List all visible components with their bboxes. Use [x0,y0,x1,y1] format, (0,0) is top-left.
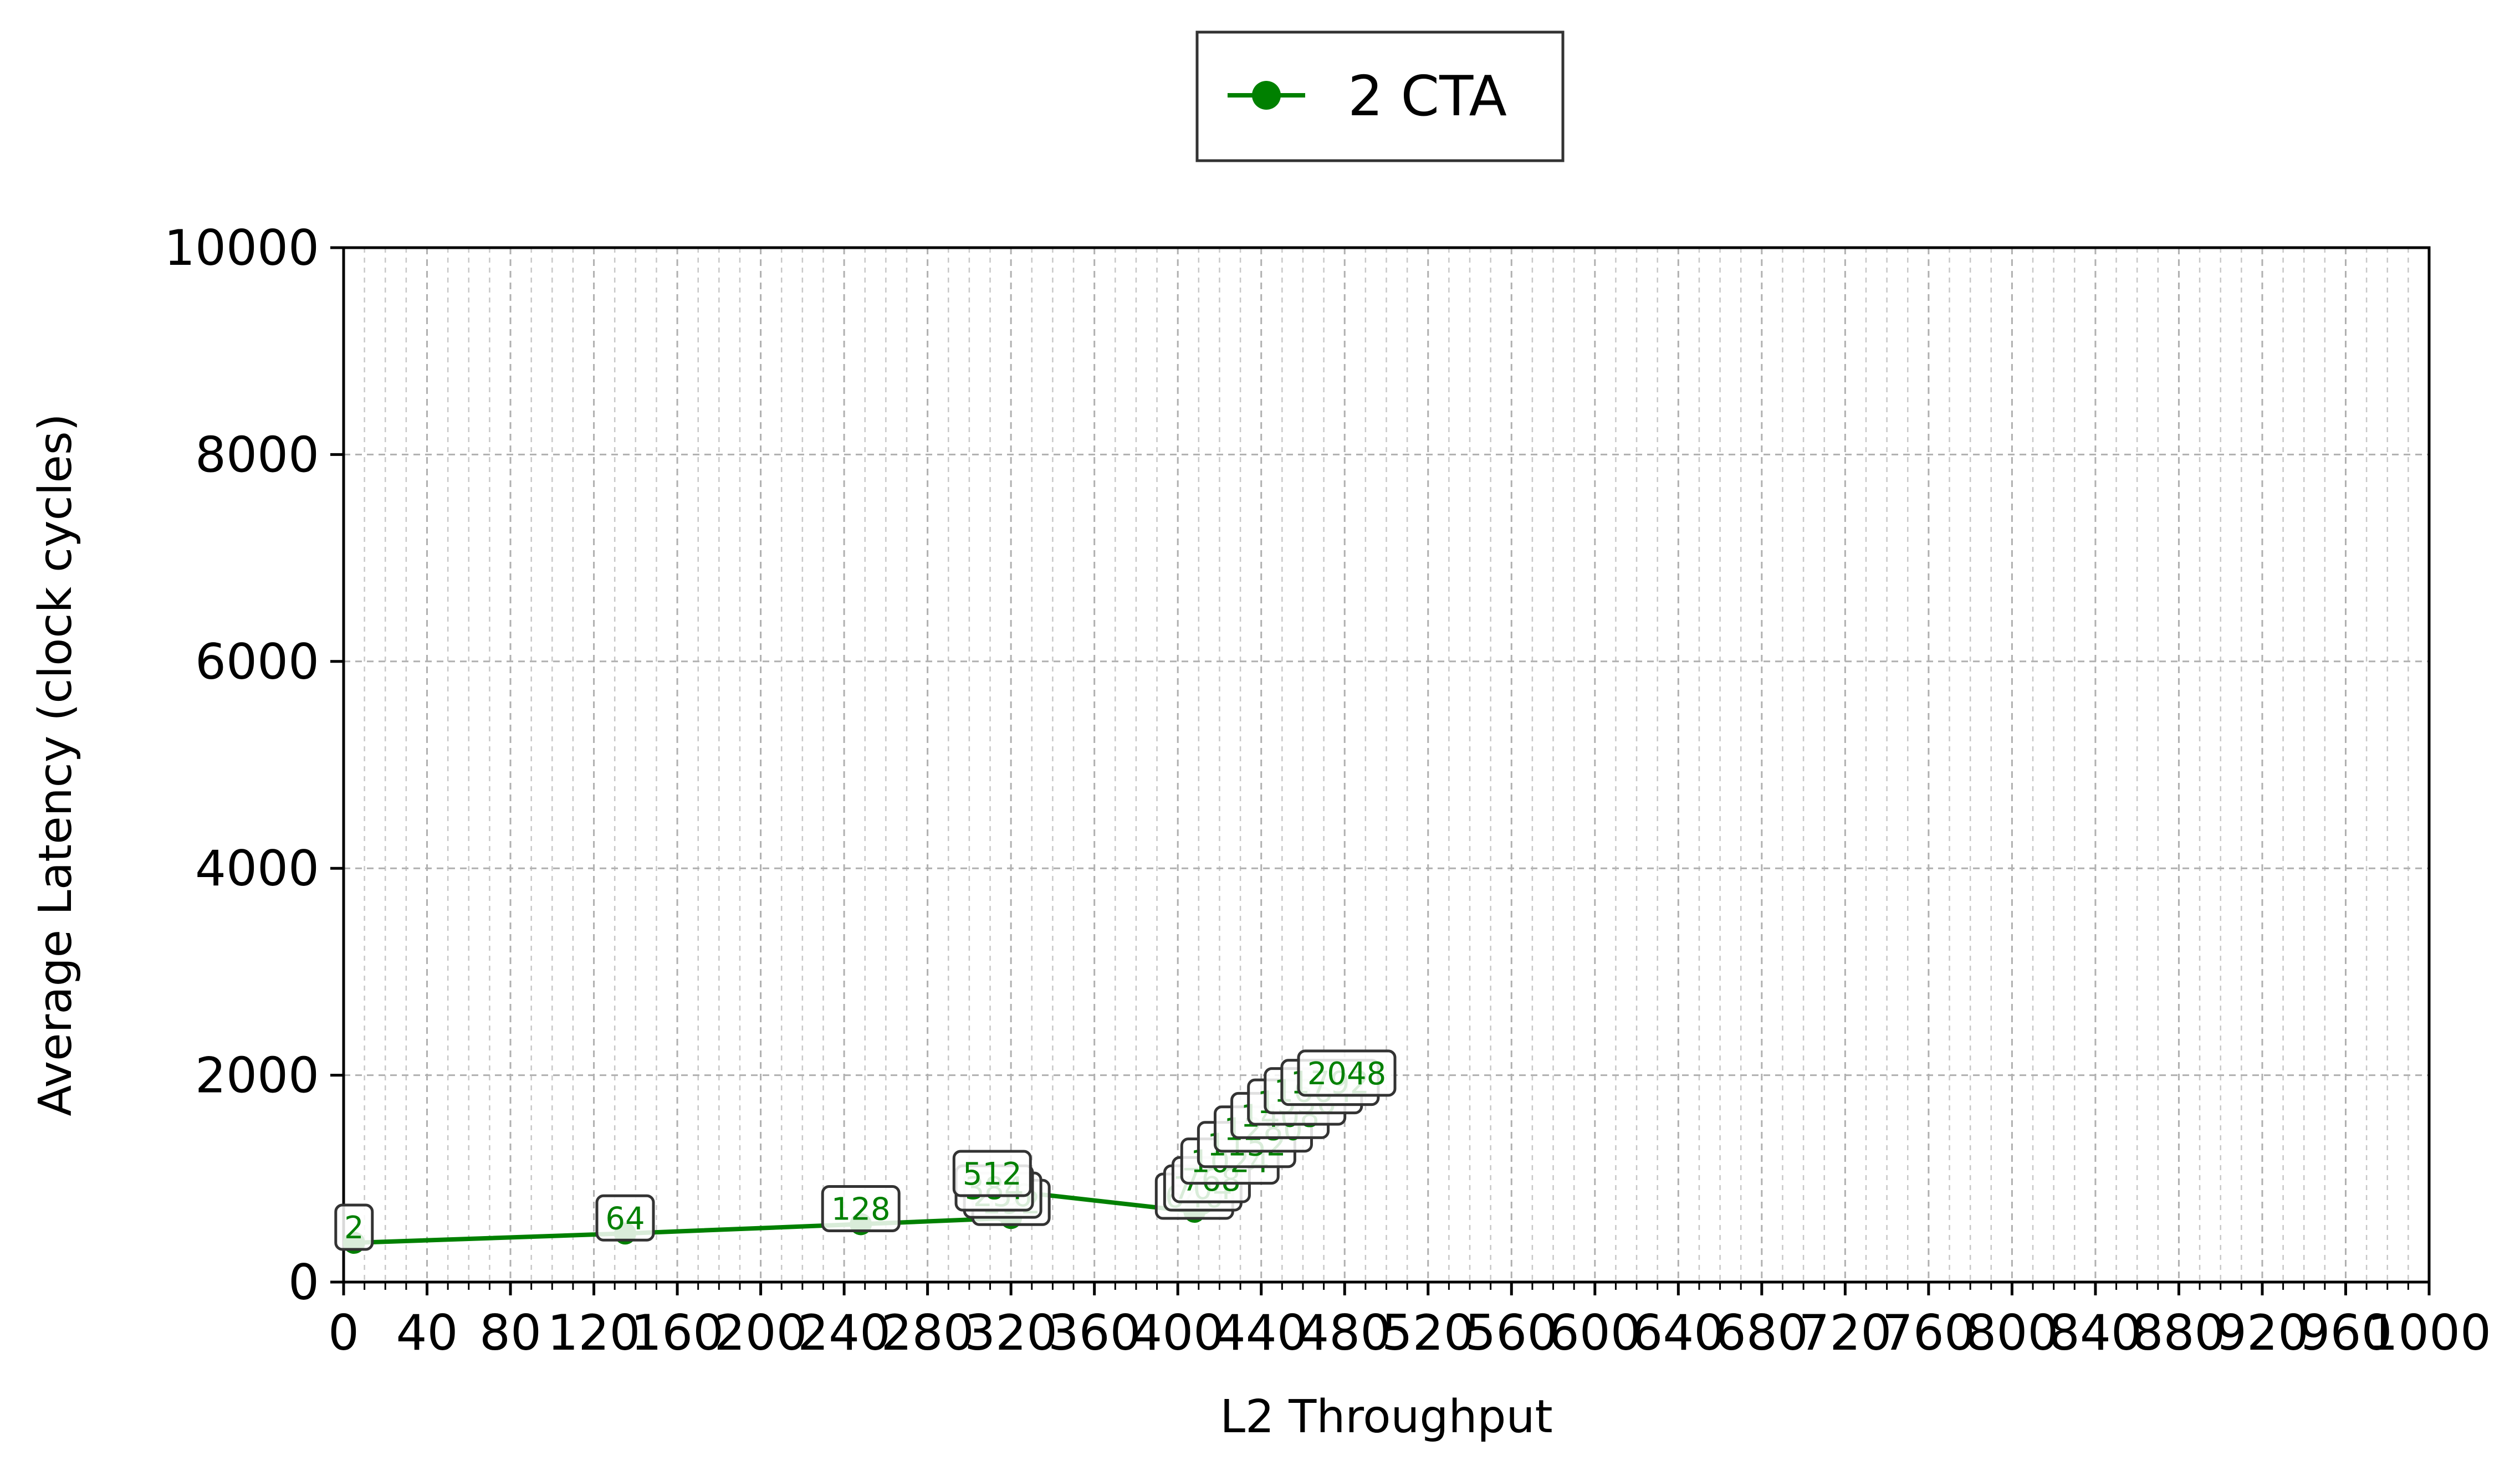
y-tick-label: 8000 [195,426,319,483]
data-label: 2048 [1297,1049,1397,1097]
data-label: 128 [821,1185,901,1232]
x-tick-label: 480 [1298,1304,1391,1361]
y-tick-label: 0 [288,1254,319,1311]
x-tick-label: 200 [714,1304,807,1361]
point-label-layer: 2641281922563845126407047681024115212801… [334,1049,1397,1251]
x-tick-label: 640 [1632,1304,1725,1361]
x-tick-label: 560 [1465,1304,1558,1361]
x-tick-label: 760 [1882,1304,1975,1361]
x-tick-label: 360 [1048,1304,1141,1361]
x-tick-label: 320 [964,1304,1057,1361]
x-axis-label: L2 Throughput [1220,1391,1552,1443]
x-tick-label: 40 [396,1304,458,1361]
x-tick-label: 280 [881,1304,974,1361]
data-label-text: 2048 [1307,1056,1387,1092]
x-tick-label: 120 [548,1304,641,1361]
x-tick-label: 920 [2216,1304,2309,1361]
minor-grid [364,248,2409,1282]
x-tick-label: 0 [328,1304,359,1361]
data-label-box [821,1185,901,1232]
y-tick-label: 4000 [195,840,319,897]
x-tick-label: 680 [1715,1304,1808,1361]
x-tick-label: 400 [1131,1304,1224,1361]
y-tick-label: 6000 [195,633,319,690]
data-label-box [952,1150,1032,1197]
y-axis-label: Average Latency (clock cycles) [29,413,82,1116]
x-axis-ticks: 0 40 80 12016020024028032036040044048052056… [328,1282,2491,1361]
data-label-text: 128 [831,1191,891,1227]
x-tick-label: 720 [1798,1304,1892,1361]
data-label: 512 [952,1150,1032,1197]
data-label-text: 512 [963,1156,1022,1192]
legend-entry-label: 2 CTA [1348,64,1507,129]
x-tick-label: 240 [798,1304,891,1361]
y-tick-label: 10000 [164,219,319,276]
data-label-text: 2 [344,1210,364,1246]
data-label: 64 [595,1194,655,1242]
x-tick-label: 600 [1548,1304,1642,1361]
x-tick-label: 1000 [2367,1304,2491,1361]
data-label-box [595,1194,655,1242]
x-tick-label: 160 [631,1304,724,1361]
x-tick-label: 80 [479,1304,541,1361]
data-label-box [1297,1049,1397,1097]
x-tick-label: 800 [1965,1304,2058,1361]
x-tick-label: 840 [2049,1304,2142,1361]
data-label-text: 64 [605,1201,645,1237]
legend-marker-icon [1252,81,1281,110]
x-tick-label: 960 [2299,1304,2392,1361]
legend: 2 CTA [1195,30,1565,162]
x-tick-label: 520 [1382,1304,1475,1361]
data-label-box [334,1203,374,1251]
x-tick-label: 440 [1215,1304,1308,1361]
y-tick-label: 2000 [195,1047,319,1104]
data-label: 2 [334,1203,374,1251]
y-axis-ticks: 0 2000 4000 6000 8000 10000 [164,219,344,1311]
x-tick-label: 880 [2132,1304,2225,1361]
